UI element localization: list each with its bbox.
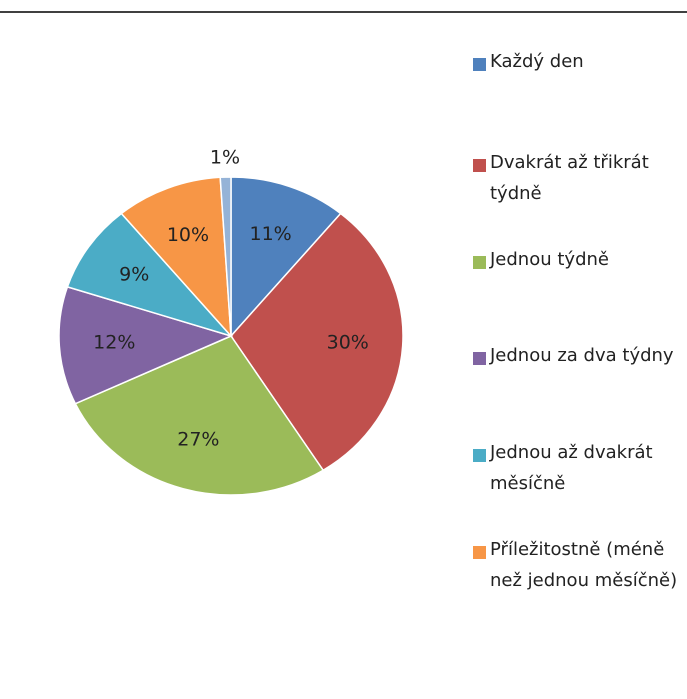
pie-slice <box>120 176 232 339</box>
legend-swatch <box>473 256 486 269</box>
data-label: 27% <box>177 428 219 450</box>
pie-slice <box>230 212 404 472</box>
legend-item: Jednou týdně <box>473 249 687 275</box>
legend-label: Jednou týdně <box>490 249 609 270</box>
legend-item: Příležitostně (méně než jednou měsíčně) <box>473 539 687 596</box>
data-label: 11% <box>250 223 292 245</box>
pie-slice <box>219 176 232 337</box>
legend-swatch <box>473 58 486 71</box>
legend-label: Každý den <box>490 51 584 72</box>
pie-slice <box>58 285 234 405</box>
legend-label: Jednou až dvakrát měsíčně <box>490 442 653 494</box>
data-label: 10% <box>167 224 209 246</box>
legend-item: Každý den <box>473 51 687 77</box>
data-label: 9% <box>119 264 149 286</box>
legend-label: Příležitostně (méně než jednou měsíčně) <box>490 539 678 591</box>
legend-item: Jednou za dva týdny <box>473 345 687 371</box>
legend-swatch <box>473 449 486 462</box>
legend-swatch <box>473 159 486 172</box>
legend-label: Dvakrát až třikrát týdně <box>490 152 649 204</box>
data-label: 1% <box>210 147 240 169</box>
data-label: 12% <box>93 331 135 353</box>
pie-slice <box>230 176 342 338</box>
legend-item: Jednou až dvakrát měsíčně <box>473 442 687 499</box>
legend-item: Dvakrát až třikrát týdně <box>473 152 687 209</box>
data-label: 30% <box>327 331 369 353</box>
legend-swatch <box>473 546 486 559</box>
pie-slice <box>74 335 325 496</box>
legend-label: Jednou za dva týdny <box>490 345 674 366</box>
pie-slice <box>66 212 234 338</box>
legend-swatch <box>473 352 486 365</box>
